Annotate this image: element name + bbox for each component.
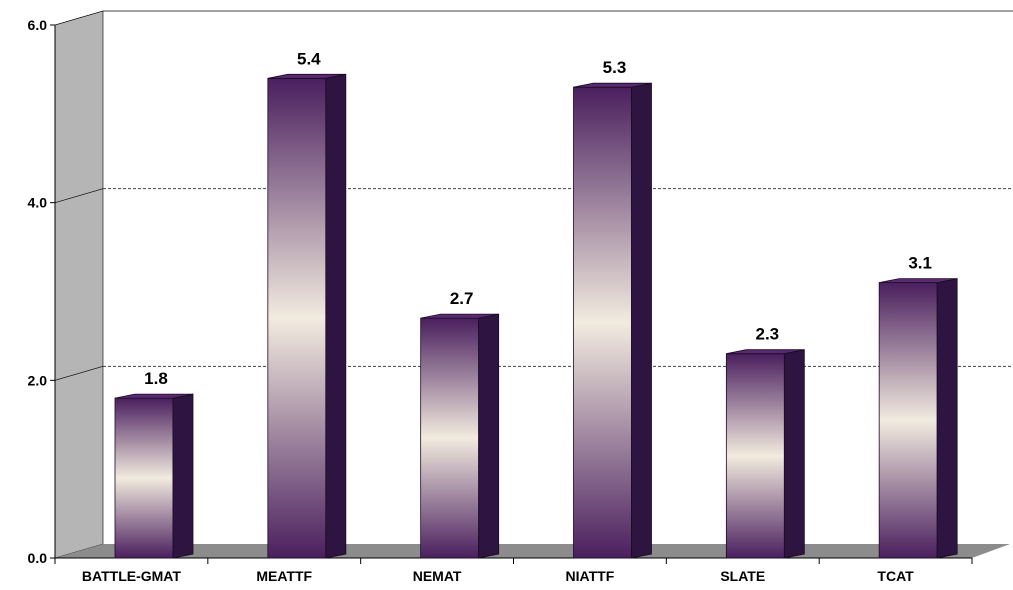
x-tick-label: NEMAT: [413, 568, 462, 584]
x-tick-label: SLATE: [720, 568, 765, 584]
bar-top: [114, 393, 194, 399]
value-label: 5.4: [297, 49, 321, 68]
bar-side: [172, 393, 194, 559]
bar-side: [631, 82, 652, 559]
bar-side: [478, 313, 500, 559]
value-label: 5.3: [603, 58, 627, 77]
x-tick-label: BATTLE-GMAT: [82, 568, 181, 584]
bar-front: [267, 77, 327, 559]
bar-front: [878, 282, 938, 559]
x-axis-ticks: BATTLE-GMAT MEATTF NEMAT NIATTF SLATE TCAT: [54, 558, 973, 584]
bar-top: [726, 349, 805, 355]
bar-front: [114, 397, 174, 559]
chart-back-wall: [54, 10, 104, 559]
gridline: [54, 10, 104, 26]
bar-top: [420, 313, 499, 319]
bar: [114, 393, 194, 559]
value-label: 3.1: [908, 254, 932, 273]
bar-top: [267, 73, 346, 79]
bar-front: [725, 353, 785, 559]
bar: [573, 82, 652, 559]
bar: [878, 278, 958, 559]
y-tick-label: 6.0: [28, 17, 48, 33]
bar: [725, 349, 805, 559]
bar-top: [879, 278, 958, 284]
value-labels: 1.8 5.4 2.7 5.3 2.3 3.1: [144, 49, 932, 388]
bar: [267, 73, 347, 559]
gridline: [54, 188, 104, 203]
x-tick-label: TCAT: [877, 568, 914, 584]
gridline: [54, 366, 104, 381]
x-tick-label: MEATTF: [256, 568, 312, 584]
bar: [420, 313, 500, 559]
bar-side: [325, 73, 347, 559]
x-tick-label: NIATTF: [566, 568, 615, 584]
bars: [114, 73, 958, 559]
bar-top: [573, 82, 652, 88]
y-axis-ticks: 0.0 2.0 4.0 6.0: [28, 17, 55, 566]
chart-floor: [55, 544, 1010, 558]
value-label: 2.7: [450, 289, 474, 308]
bar-side: [936, 278, 958, 559]
y-tick-label: 4.0: [28, 195, 48, 211]
bar-front: [420, 317, 480, 559]
bar-front: [573, 86, 632, 559]
value-label: 1.8: [144, 369, 168, 388]
y-tick-label: 2.0: [28, 372, 48, 388]
y-tick-label: 0.0: [28, 550, 48, 566]
value-label: 2.3: [756, 325, 780, 344]
gridlines: [54, 10, 1013, 381]
bar-side: [783, 349, 805, 559]
